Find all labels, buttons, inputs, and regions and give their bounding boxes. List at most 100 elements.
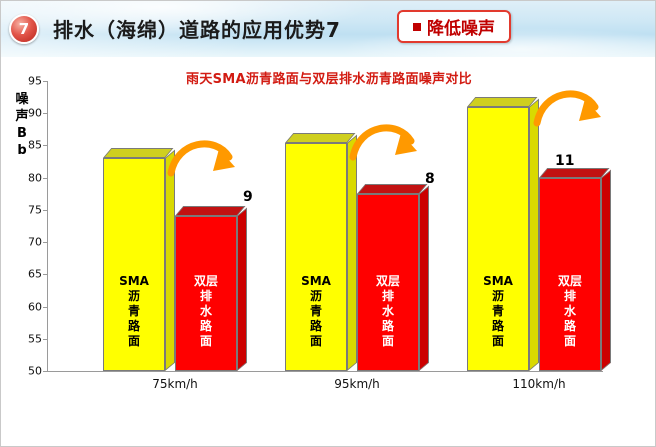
bar-label-line: 面 [381, 334, 394, 348]
bar-front-face [103, 158, 165, 371]
bar-front-face [467, 106, 529, 371]
bar-label-line: 路 [199, 319, 212, 333]
bar-front-face [357, 194, 419, 371]
delta-label-95: 8 [425, 171, 435, 187]
x-axis-line [47, 371, 603, 372]
y-tick-label: 95 [28, 74, 42, 88]
bar-label-line: 路 [127, 319, 140, 333]
bar-label-line: 面 [563, 334, 576, 348]
y-axis-label-char: 声 [15, 109, 29, 124]
bar-top-face [285, 132, 356, 143]
bar-label-line: SMA [301, 274, 331, 288]
bar-label-line: 面 [127, 334, 140, 348]
y-tick-label: 55 [28, 332, 42, 346]
page-title: 排水（海绵）道路的应用优势7 [53, 18, 341, 42]
y-tick-mark [43, 242, 47, 244]
bar-label-line: 青 [127, 304, 140, 318]
y-tick-label: 60 [28, 300, 42, 314]
bar-label-line: 沥 [491, 289, 504, 303]
bar-label-line: 双层 [557, 274, 582, 288]
x-tick-label-75: 75km/h [152, 377, 198, 391]
bar-drainage-95: 双层 排 水 路 面 [357, 184, 429, 371]
chart-title: 雨天SMA沥青路面与双层排水沥青路面噪声对比 [186, 72, 472, 87]
decrease-arrow-95 [349, 124, 417, 161]
bar-label-drainage-95: 双层 排 水 路 面 [357, 274, 419, 349]
topic-badge: 降低噪声 [397, 10, 511, 43]
bar-top-face [103, 148, 174, 159]
bar-label-line: 路 [491, 319, 504, 333]
y-tick-label: 50 [28, 364, 42, 378]
decrease-arrow-110 [533, 90, 601, 127]
topic-badge-label: 降低噪声 [427, 19, 495, 39]
bar-label-line: 路 [563, 319, 576, 333]
bar-label-line: 双层 [375, 274, 400, 288]
bar-side-face [347, 134, 357, 371]
bar-label-line: SMA [483, 274, 513, 288]
bar-label-sma-75: SMA 沥 青 路 面 [103, 274, 165, 349]
y-tick-label: 90 [28, 106, 42, 120]
y-axis-label: 噪 声 B b [9, 91, 35, 159]
bar-label-sma-95: SMA 沥 青 路 面 [285, 274, 347, 349]
y-tick-mark [43, 209, 47, 211]
bar-front-face [285, 142, 347, 371]
bar-label-line: 面 [309, 334, 322, 348]
bar-label-line: 青 [491, 304, 504, 318]
y-tick-mark [43, 113, 47, 115]
bar-sma-95: SMA 沥 青 路 面 [285, 132, 357, 371]
bar-side-face [529, 98, 539, 371]
bar-label-line: 沥 [127, 289, 140, 303]
bar-front-face [175, 216, 237, 371]
y-axis-label-char: b [17, 143, 27, 158]
bar-label-line: 水 [199, 304, 212, 318]
slide-header: 7 排水（海绵）道路的应用优势7 降低噪声 [1, 1, 655, 57]
bar-sma-75: SMA 沥 青 路 面 [103, 148, 175, 371]
bar-top-face [539, 167, 610, 178]
bar-label-line: 路 [309, 319, 322, 333]
y-tick-mark [43, 306, 47, 308]
bar-top-face [175, 206, 246, 217]
bar-label-drainage-110: 双层 排 水 路 面 [539, 274, 601, 349]
bar-label-line: 排 [563, 289, 576, 303]
bar-label-line: 面 [491, 334, 504, 348]
x-tick-label-110: 110km/h [512, 377, 566, 391]
bar-label-line: 水 [563, 304, 576, 318]
bar-label-line: 青 [309, 304, 322, 318]
x-tick-label-95: 95km/h [334, 377, 380, 391]
slide-number-badge: 7 [9, 14, 39, 44]
bar-side-face [601, 169, 611, 371]
bar-drainage-110: 双层 排 水 路 面 [539, 167, 611, 371]
y-tick-label: 65 [28, 267, 42, 281]
bar-top-face [467, 96, 538, 107]
square-bullet-icon [413, 22, 421, 31]
bar-sma-110: SMA 沥 青 路 面 [467, 96, 539, 371]
y-tick-mark [43, 177, 47, 179]
y-tick-mark [43, 145, 47, 147]
bar-drainage-75: 双层 排 水 路 面 [175, 206, 247, 371]
y-tick-label: 80 [28, 171, 42, 185]
y-axis-label-char: 噪 [15, 92, 29, 107]
bar-top-face [357, 184, 428, 195]
bar-side-face [165, 149, 175, 371]
bar-label-line: 双层 [193, 274, 218, 288]
y-tick-mark [43, 81, 47, 82]
decrease-arrow-75 [167, 140, 235, 177]
y-tick-mark [43, 338, 47, 340]
bar-label-line: 路 [381, 319, 394, 333]
bar-label-drainage-75: 双层 排 水 路 面 [175, 274, 237, 349]
y-axis-line [47, 81, 48, 371]
plot-area: 95 90 85 80 75 70 65 60 55 50 [28, 75, 611, 391]
y-tick-mark [43, 371, 47, 372]
bar-label-line: 沥 [309, 289, 322, 303]
bar-label-line: 水 [381, 304, 394, 318]
bar-label-line: 排 [199, 289, 212, 303]
y-axis-label-char: B [17, 126, 27, 141]
bar-label-line: SMA [119, 274, 149, 288]
bar-side-face [237, 207, 247, 371]
chart-container: 雨天SMA沥青路面与双层排水沥青路面噪声对比 噪 声 B b 95 90 85 … [1, 57, 655, 446]
bar-label-sma-110: SMA 沥 青 路 面 [467, 274, 529, 349]
bar-side-face [419, 186, 429, 371]
y-tick-mark [43, 274, 47, 276]
bar-label-line: 面 [199, 334, 212, 348]
bar-label-line: 排 [381, 289, 394, 303]
